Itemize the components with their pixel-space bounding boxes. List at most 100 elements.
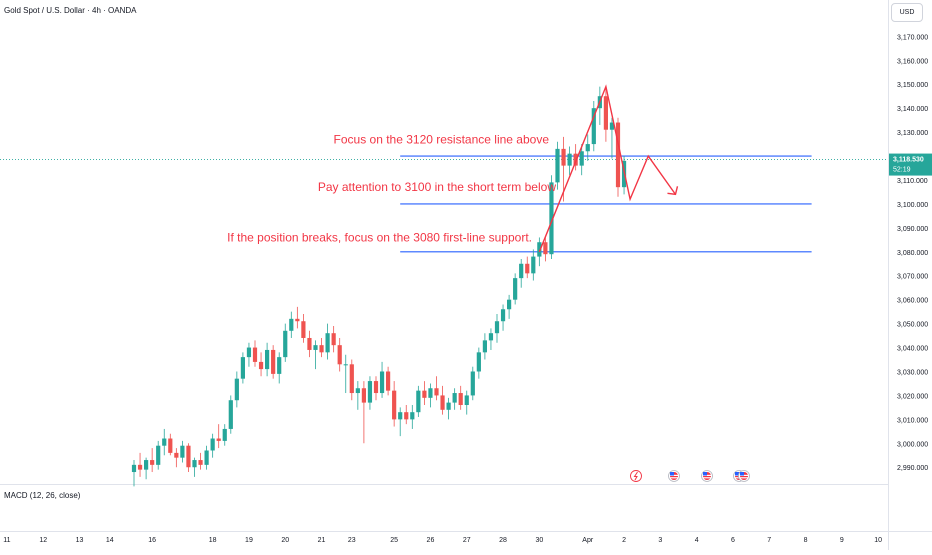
- candle: [319, 337, 324, 358]
- trend-path-line[interactable]: [538, 84, 677, 253]
- level-lines[interactable]: [400, 155, 812, 253]
- price-tick-label: 3,030.000: [897, 369, 928, 376]
- price-tag-bg: [889, 153, 932, 176]
- candle-body: [404, 412, 409, 420]
- price-tick-label: 3,110.000: [897, 178, 928, 185]
- us-flag-icon[interactable]: [668, 470, 680, 482]
- candle-body: [131, 464, 137, 473]
- candle-body: [585, 144, 590, 152]
- time-tick-label: 20: [281, 537, 289, 544]
- candle: [470, 366, 475, 401]
- candle-body: [428, 388, 433, 398]
- event-markers[interactable]: [630, 470, 750, 482]
- candle-body: [561, 148, 566, 166]
- candle: [210, 433, 215, 458]
- candle: [258, 352, 264, 377]
- candle-body: [271, 349, 276, 374]
- candle-body: [452, 393, 457, 403]
- time-tick-label: 19: [245, 537, 253, 544]
- trend-drawing[interactable]: [538, 84, 679, 253]
- candle-body: [156, 445, 161, 465]
- candle: [313, 340, 318, 370]
- price-axis[interactable]: 2,990.000 3,000.000 3,010.000 3,020.000 3,03…: [897, 34, 928, 472]
- candle: [386, 366, 391, 396]
- candle: [446, 397, 451, 420]
- candle: [367, 376, 373, 410]
- candle-body: [494, 321, 500, 334]
- time-tick-label: 27: [463, 537, 471, 544]
- candle-body: [500, 309, 506, 322]
- earnings-icon[interactable]: [630, 470, 642, 482]
- candle: [283, 323, 288, 362]
- time-tick-label: 2: [622, 537, 626, 544]
- annotation-text[interactable]: If the position breaks, focus on the 308…: [227, 230, 532, 244]
- time-tick-label: 3: [658, 537, 662, 544]
- price-tick-label: 3,050.000: [897, 322, 928, 329]
- candle: [234, 371, 239, 408]
- annotation-text[interactable]: Focus on the 3120 resistance line above: [334, 132, 550, 146]
- us-flag-icon[interactable]: [738, 470, 750, 482]
- candle: [295, 306, 300, 329]
- currency-button[interactable]: USD: [891, 3, 923, 22]
- candle-body: [150, 460, 155, 465]
- macd-indicator-label[interactable]: MACD (12, 26, close): [4, 491, 81, 500]
- candle: [252, 340, 258, 367]
- candle-body: [210, 438, 215, 451]
- price-tick-label: 3,010.000: [897, 417, 928, 424]
- candle: [289, 311, 294, 338]
- candle: [603, 89, 608, 142]
- candle-body: [537, 242, 542, 257]
- candle-body: [204, 450, 209, 465]
- candle-body: [549, 182, 554, 255]
- candle-body: [488, 333, 494, 341]
- price-tick-label: 3,040.000: [897, 346, 928, 353]
- candle-body: [531, 256, 536, 274]
- price-tick-label: 3,100.000: [897, 202, 928, 209]
- candle-body: [543, 242, 548, 255]
- annotation-text[interactable]: Pay attention to 3100 in the short term …: [318, 180, 556, 194]
- annotations[interactable]: Focus on the 3120 resistance line above P…: [227, 132, 556, 244]
- candle-body: [265, 349, 270, 370]
- candle-body: [519, 263, 524, 279]
- candle: [585, 134, 590, 161]
- candle: [144, 457, 149, 480]
- candle: [361, 381, 366, 444]
- candle: [549, 175, 554, 259]
- candle: [307, 330, 312, 358]
- time-tick-label: 30: [535, 537, 543, 544]
- price-tick-label: 3,000.000: [897, 441, 928, 448]
- candle-body: [567, 153, 572, 166]
- time-axis[interactable]: 11 12 13 14 16 18 19 20 21 23 25 26 27 28 30 Apr 2 3 4 6 7 8 9…: [3, 537, 882, 544]
- time-tick-label: Apr: [582, 537, 594, 544]
- candle-body: [186, 445, 191, 468]
- candle: [246, 342, 252, 367]
- candle: [349, 359, 354, 401]
- candle-body: [367, 381, 373, 403]
- candle: [476, 347, 481, 379]
- price-tick-label: 3,160.000: [897, 58, 928, 65]
- candle: [131, 460, 137, 487]
- candle-body: [476, 352, 481, 372]
- candle-body: [325, 333, 330, 353]
- candle: [519, 258, 524, 288]
- candle-body: [458, 393, 463, 406]
- time-tick-label: 28: [499, 537, 507, 544]
- candle: [416, 385, 421, 417]
- candle: [404, 405, 409, 425]
- candle-body: [180, 445, 185, 458]
- candle-body: [234, 378, 239, 401]
- candle: [265, 342, 270, 377]
- price-tick-label: 3,080.000: [897, 250, 928, 257]
- candle: [228, 395, 233, 434]
- candle-body: [392, 390, 397, 420]
- candle: [464, 390, 469, 415]
- candle-body: [555, 148, 560, 183]
- candle: [216, 424, 221, 449]
- us-flag-icon[interactable]: [701, 470, 713, 482]
- candle-body: [252, 347, 258, 362]
- time-tick-label: 16: [148, 537, 156, 544]
- price-tick-label: 3,070.000: [897, 274, 928, 281]
- candle-body: [579, 151, 584, 166]
